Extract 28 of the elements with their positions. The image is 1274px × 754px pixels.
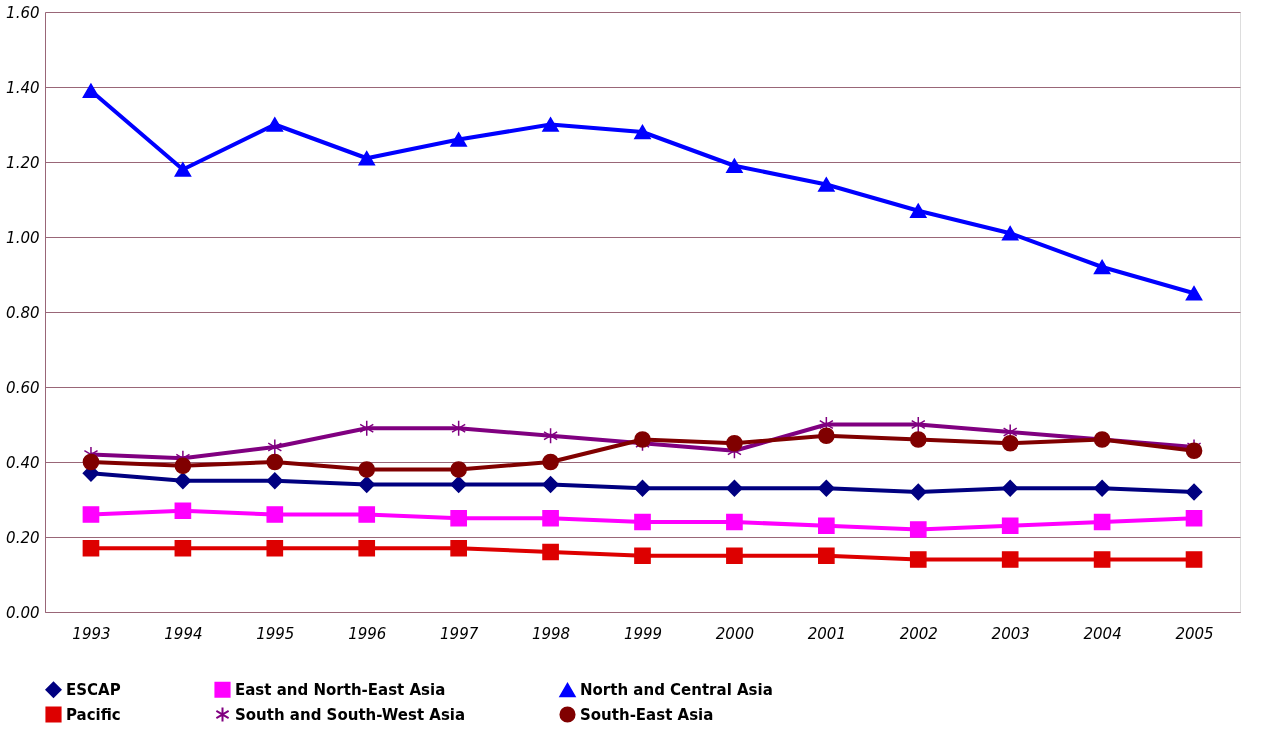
y-tick-label: 1.40: [6, 78, 40, 97]
legend-label: South-East Asia: [580, 705, 714, 724]
x-tick-label: 2005: [1175, 624, 1214, 643]
y-tick-label: 0.60: [6, 378, 40, 397]
y-tick-label: 0.00: [6, 603, 40, 622]
x-tick-label: 2002: [899, 624, 938, 643]
y-tick-label: 0.80: [6, 303, 40, 322]
legend-label: Pacific: [66, 705, 121, 724]
legend-label: South and South-West Asia: [235, 705, 466, 724]
x-tick-label: 2000: [715, 624, 755, 643]
x-tick-label: 2003: [991, 624, 1030, 643]
x-tick-label: 1998: [531, 624, 571, 643]
x-tick-label: 1996: [348, 624, 387, 643]
y-tick-label: 1.60: [6, 3, 40, 22]
legend-label: East and North-East Asia: [235, 680, 446, 699]
legend-label: North and Central Asia: [580, 681, 773, 700]
y-tick-label: 1.20: [6, 153, 40, 172]
x-tick-label: 1993: [72, 624, 111, 643]
x-tick-label: 2001: [807, 624, 846, 643]
legend-label: ESCAP: [66, 680, 121, 699]
y-tick-label: 0.20: [6, 528, 40, 547]
x-tick-label: 1997: [440, 624, 479, 643]
x-tick-label: 1995: [256, 624, 295, 643]
x-tick-label: 1999: [623, 624, 663, 643]
x-tick-label: 1994: [164, 624, 203, 643]
y-tick-label: 1.00: [6, 228, 40, 247]
x-tick-label: 2004: [1083, 624, 1122, 643]
y-tick-label: 0.40: [6, 453, 40, 472]
